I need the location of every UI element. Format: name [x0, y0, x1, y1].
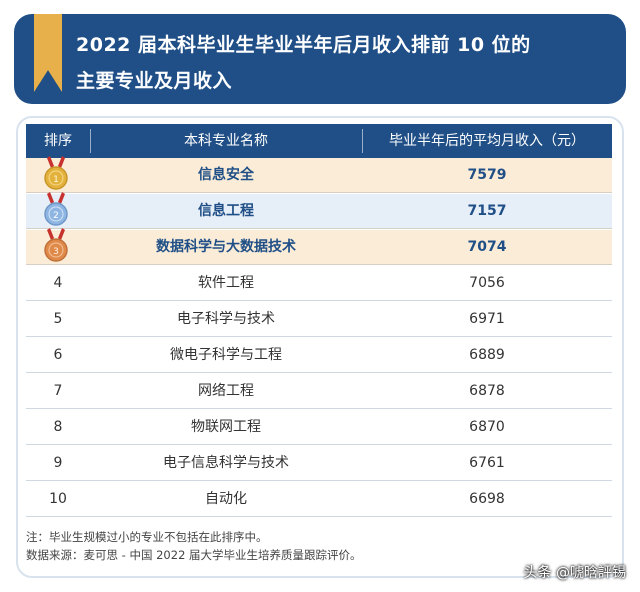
table-row: 8 物联网工程 6870 — [26, 410, 612, 445]
income-value: 6889 — [469, 347, 505, 363]
page-title-line-1: 2022 届本科毕业生毕业半年后月收入排前 10 位的 — [76, 34, 531, 56]
rank-number: 7 — [53, 383, 63, 399]
major-name: 信息工程 — [198, 203, 254, 219]
income-value: 7579 — [467, 167, 507, 183]
header-divider — [362, 129, 363, 153]
income-value: 6870 — [469, 419, 505, 435]
silver-medal-icon: 2 — [44, 192, 68, 226]
table-row: 10 自动化 6698 — [26, 482, 612, 517]
major-name: 微电子科学与工程 — [170, 347, 282, 363]
title-banner — [14, 14, 626, 104]
income-value: 6971 — [469, 311, 505, 327]
medal-number: 1 — [53, 175, 59, 185]
table-row: 2 信息工程 7157 — [26, 192, 612, 229]
header-divider — [90, 129, 91, 153]
major-name: 软件工程 — [198, 275, 254, 291]
major-name: 信息安全 — [198, 167, 254, 183]
gold-medal-icon: 1 — [44, 156, 68, 190]
table-row: 5 电子科学与技术 6971 — [26, 302, 612, 337]
medal-number: 2 — [53, 211, 59, 221]
table-card — [16, 116, 624, 578]
watermark: 头条 @唬晗評锡 — [523, 565, 626, 581]
rank-number: 9 — [53, 455, 63, 471]
income-value: 6761 — [469, 455, 505, 471]
header-major: 本科专业名称 — [184, 133, 268, 149]
header-rank: 排序 — [44, 133, 72, 149]
table-header: 排序 本科专业名称 毕业半年后的平均月收入（元） — [26, 124, 612, 158]
income-value: 7074 — [467, 239, 507, 255]
rank-number: 6 — [53, 347, 63, 363]
data-source-note: 数据来源：麦可思 - 中国 2022 届大学毕业生培养质量跟踪评价。 — [26, 548, 362, 562]
major-name: 电子科学与技术 — [177, 311, 275, 327]
medal-number: 3 — [53, 247, 59, 257]
major-name: 自动化 — [205, 491, 247, 507]
rank-number: 8 — [53, 419, 63, 435]
table-row: 9 电子信息科学与技术 6761 — [26, 446, 612, 481]
income-value: 6878 — [469, 383, 505, 399]
footnote: 注：毕业生规模过小的专业不包括在此排序中。 — [26, 530, 268, 544]
major-name: 物联网工程 — [191, 419, 261, 435]
major-name: 网络工程 — [198, 383, 254, 399]
bronze-medal-icon: 3 — [44, 228, 68, 262]
major-name: 数据科学与大数据技术 — [156, 239, 296, 255]
table-row: 1 信息安全 7579 — [26, 156, 612, 193]
table-row: 4 软件工程 7056 — [26, 266, 612, 301]
table-row: 6 微电子科学与工程 6889 — [26, 338, 612, 373]
major-name: 电子信息科学与技术 — [163, 455, 289, 471]
table-row: 3 数据科学与大数据技术 7074 — [26, 228, 612, 265]
page-title-line-2: 主要专业及月收入 — [76, 70, 233, 92]
table-row: 7 网络工程 6878 — [26, 374, 612, 409]
income-value: 7157 — [467, 203, 507, 219]
income-value: 7056 — [469, 275, 505, 291]
rank-number: 5 — [53, 311, 63, 327]
rank-number: 4 — [53, 275, 63, 291]
header-income: 毕业半年后的平均月收入（元） — [389, 133, 585, 149]
income-value: 6698 — [469, 491, 505, 507]
rank-number: 10 — [49, 491, 67, 507]
